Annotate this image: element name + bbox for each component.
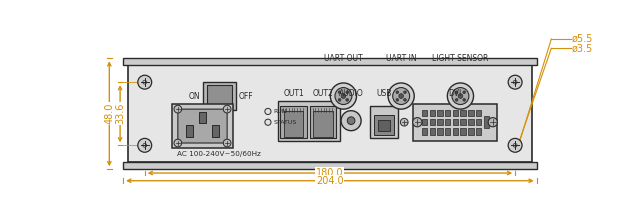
Bar [212,125,220,137]
Circle shape [338,98,341,101]
Circle shape [393,88,410,105]
Circle shape [335,88,352,105]
Bar [378,120,390,131]
Circle shape [488,118,497,127]
Text: RUN: RUN [273,109,287,114]
Text: LIGHT SENSOR: LIGHT SENSOR [432,54,488,63]
Circle shape [346,98,349,101]
Text: 48.0: 48.0 [104,103,115,125]
Circle shape [174,105,182,113]
Text: ø3.5: ø3.5 [572,43,593,53]
Text: USB: USB [376,89,392,98]
Circle shape [458,94,463,98]
Bar [314,111,333,137]
Circle shape [265,108,271,114]
Bar [422,128,428,135]
Circle shape [404,98,406,101]
Bar [123,162,537,169]
Circle shape [463,91,466,94]
Bar [198,112,206,123]
Bar [374,114,394,135]
Bar [280,106,307,138]
Circle shape [223,139,231,147]
Circle shape [452,88,469,105]
Text: 33.6: 33.6 [115,103,125,125]
Circle shape [341,111,361,131]
Bar [422,119,428,125]
Bar [468,110,474,116]
Bar [460,119,466,125]
Circle shape [447,83,474,109]
Bar [207,85,232,107]
Circle shape [138,75,152,89]
Circle shape [346,91,349,94]
Bar [371,106,398,138]
Circle shape [223,105,231,113]
Circle shape [455,98,458,101]
Circle shape [265,119,271,125]
Circle shape [388,83,414,109]
Circle shape [508,138,522,152]
Circle shape [338,91,341,94]
Text: ON: ON [189,92,200,101]
Bar [476,119,481,125]
Circle shape [404,91,406,94]
Bar [123,58,537,65]
Bar [429,110,435,116]
Bar [452,110,458,116]
Circle shape [508,75,522,89]
Bar [429,119,435,125]
Circle shape [330,83,356,109]
Bar [460,128,466,135]
Circle shape [455,91,458,94]
Circle shape [174,139,182,147]
Bar [310,106,337,138]
Bar [186,125,193,137]
Text: OUT1: OUT1 [284,89,304,98]
Polygon shape [178,109,227,143]
Circle shape [348,117,355,125]
Text: OUT2: OUT2 [312,89,333,98]
Bar [429,128,435,135]
Bar [437,110,443,116]
Bar [413,104,497,141]
Bar [452,128,458,135]
Bar [452,119,458,125]
Text: 180.0: 180.0 [316,168,344,178]
Circle shape [413,118,422,127]
Bar [484,116,489,128]
Bar [128,65,532,162]
Circle shape [396,98,399,101]
Bar [468,128,474,135]
Bar [460,110,466,116]
Circle shape [138,138,152,152]
Bar [204,82,236,110]
Text: STATUS: STATUS [273,120,296,125]
Bar [476,110,481,116]
Bar [445,128,451,135]
Text: 204.0: 204.0 [316,176,344,186]
Bar [437,119,443,125]
Text: UART IN: UART IN [386,54,417,63]
Circle shape [401,118,408,126]
Circle shape [341,94,346,98]
Text: DVI: DVI [449,89,461,98]
Bar [437,128,443,135]
Bar [172,104,232,148]
Text: AUDIO: AUDIO [339,89,364,98]
Text: AC 100-240V~50/60Hz: AC 100-240V~50/60Hz [177,151,261,157]
Text: ø5.5: ø5.5 [572,34,593,44]
Text: OFF: OFF [239,92,253,101]
Bar [445,119,451,125]
Bar [284,111,303,137]
Bar [422,110,428,116]
Bar [476,128,481,135]
Circle shape [399,94,403,98]
Text: UART OUT: UART OUT [324,54,363,63]
Bar [445,110,451,116]
Circle shape [396,91,399,94]
Bar [278,101,340,141]
Bar [468,119,474,125]
Circle shape [463,98,466,101]
